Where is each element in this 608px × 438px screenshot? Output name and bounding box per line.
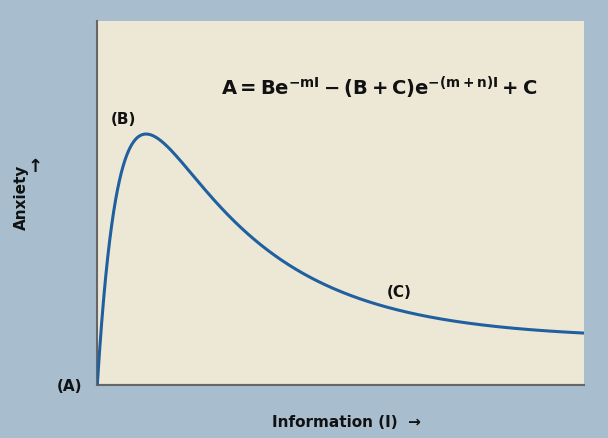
Text: $\mathbf{A = Be^{-mI} - (B + C)e^{-(m+n)I} + C}$: $\mathbf{A = Be^{-mI} - (B + C)e^{-(m+n)…	[221, 74, 537, 100]
Text: (C): (C)	[387, 284, 411, 299]
Text: (B): (B)	[111, 112, 136, 127]
Text: ↑: ↑	[27, 157, 42, 176]
Text: (A): (A)	[57, 378, 83, 393]
Text: Anxiety: Anxiety	[14, 165, 29, 230]
Text: Information (I)  →: Information (I) →	[272, 414, 421, 429]
